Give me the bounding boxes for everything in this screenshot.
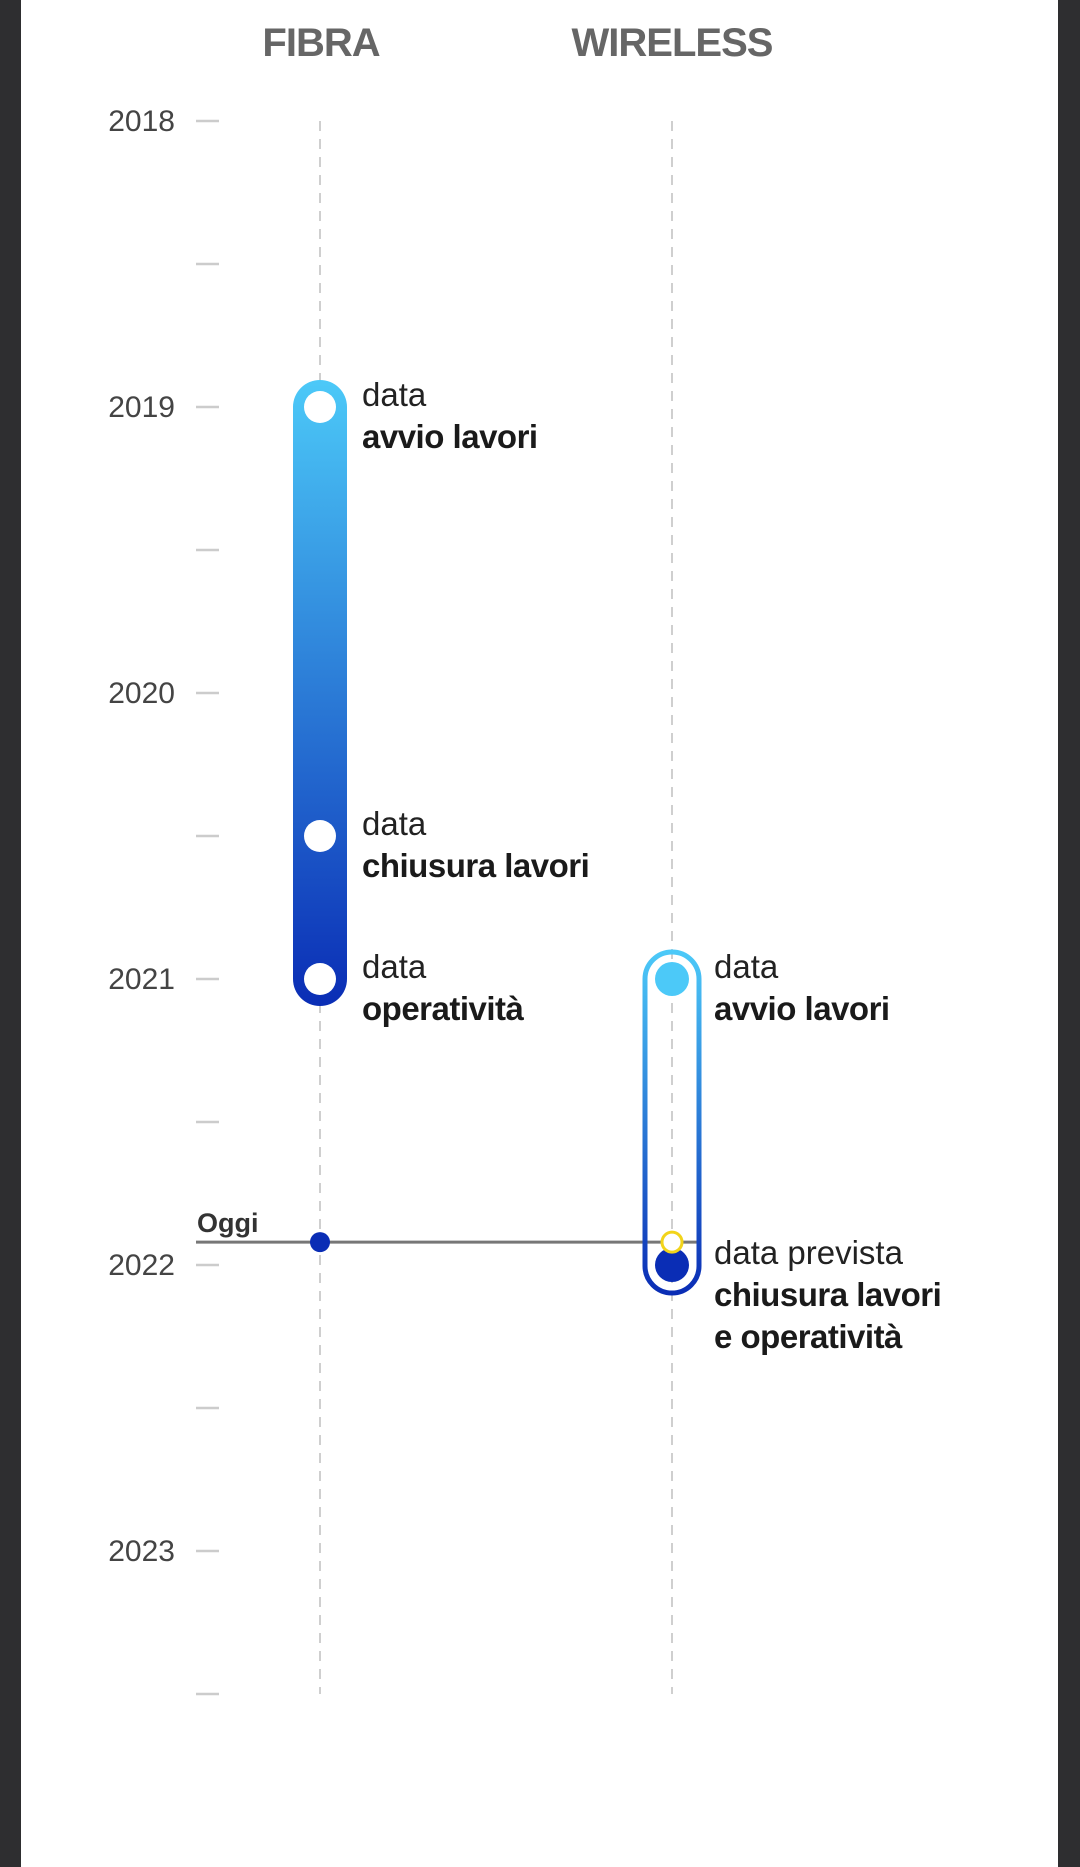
timeline-panel — [21, 0, 1058, 1867]
event-label-title: chiusura lavori — [362, 847, 589, 884]
fibra-event-dot — [304, 963, 336, 995]
event-label-title: avvio lavori — [362, 418, 538, 455]
column-header-wireless: WIRELESS — [572, 21, 773, 65]
year-label: 2019 — [108, 391, 175, 424]
event-label-caption: data — [714, 948, 779, 985]
year-label: 2021 — [108, 963, 175, 996]
event-label-title: chiusura lavori — [714, 1276, 941, 1313]
today-label: Oggi — [197, 1208, 259, 1238]
fibra-event-dot — [304, 820, 336, 852]
event-label-caption: data — [362, 948, 427, 985]
event-label-caption: data — [362, 805, 427, 842]
wireless-start-dot — [655, 962, 689, 996]
year-label: 2023 — [108, 1535, 175, 1568]
year-label: 2022 — [108, 1249, 175, 1282]
event-label-caption: data prevista — [714, 1234, 904, 1271]
wireless-end-dot — [655, 1248, 689, 1282]
fibra-today-dot — [310, 1232, 330, 1253]
event-label-title-continued: e operatività — [714, 1318, 903, 1355]
column-header-fibra: FIBRA — [262, 21, 379, 65]
event-label-title: avvio lavori — [714, 990, 890, 1027]
event-label-caption: data — [362, 376, 427, 413]
fibra-progress-bar — [293, 380, 347, 1006]
year-axis: 2018 2019 2020 2021 2022 2023 — [108, 105, 219, 1696]
timeline-columns: Oggi data avvio lavori data chiusura lavori d… — [196, 121, 942, 1694]
wireless-progress-capsule — [642, 949, 702, 1296]
year-label: 2020 — [108, 677, 175, 710]
year-label: 2018 — [108, 105, 175, 138]
fibra-event-dot — [304, 391, 336, 423]
event-label-title: operatività — [362, 990, 525, 1027]
wireless-today-marker — [660, 1230, 684, 1254]
